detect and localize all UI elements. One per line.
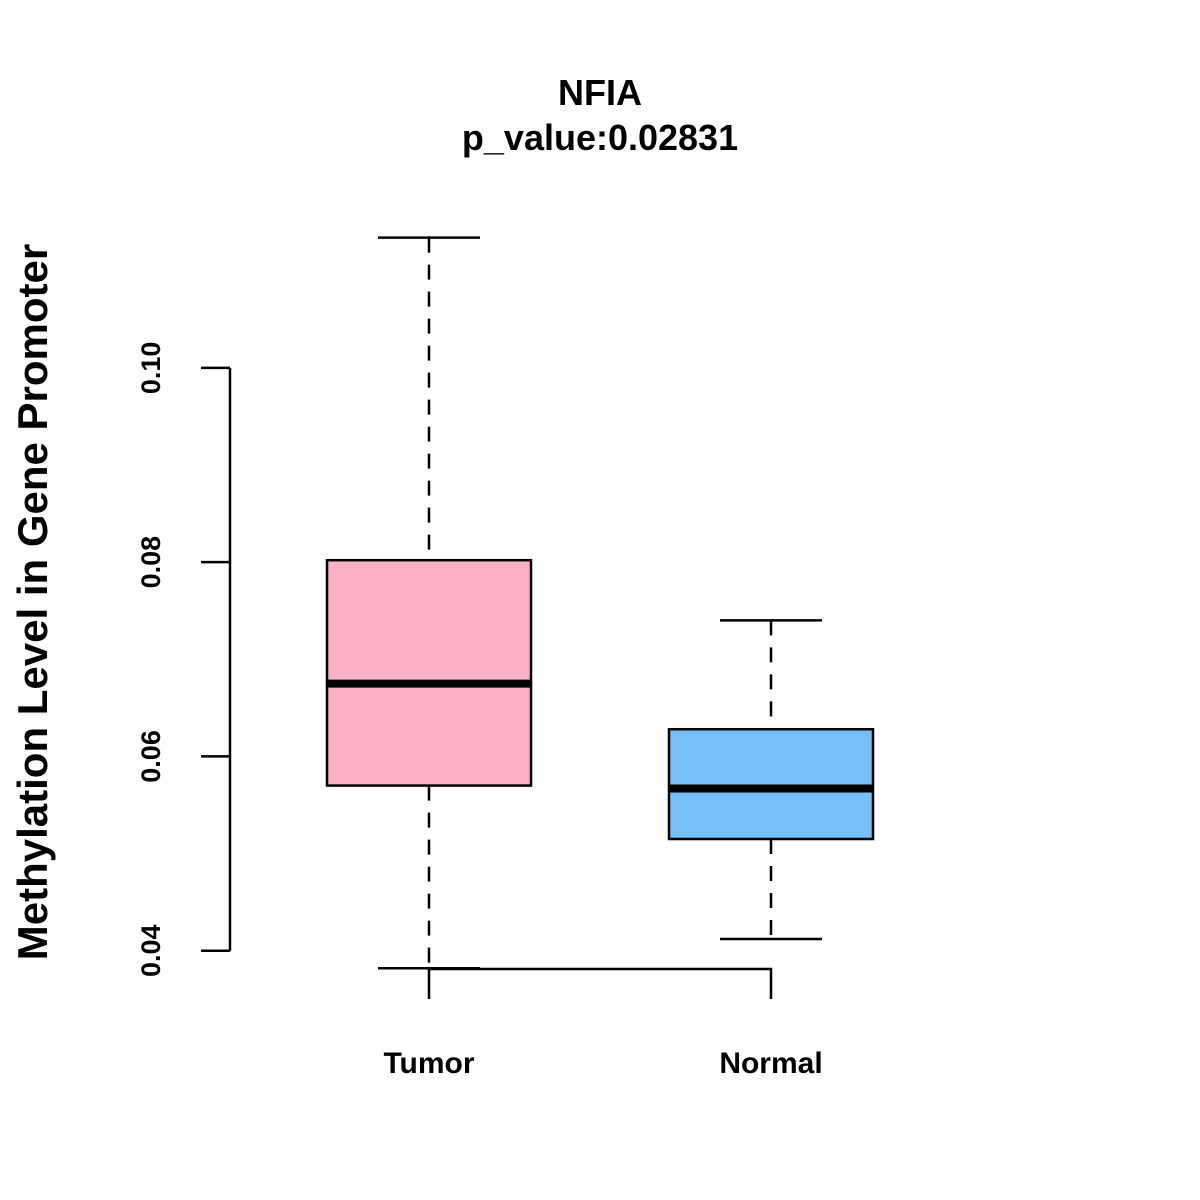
chart-title: NFIA [558, 72, 642, 113]
box-normal [667, 619, 875, 941]
comparison-bracket [427, 967, 773, 999]
category-label-tumor: Tumor [383, 1047, 474, 1080]
y-axis: 0.04 0.06 0.08 0.10 [136, 342, 232, 977]
y-tick-label: 0.06 [136, 730, 166, 783]
box-tumor [325, 236, 533, 970]
box-group [325, 236, 875, 970]
y-axis-label: Methylation Level in Gene Promoter [9, 244, 56, 960]
chart-subtitle-pvalue: p_value:0.02831 [462, 117, 738, 158]
y-tick-label: 0.10 [136, 342, 166, 395]
category-label-normal: Normal [719, 1047, 822, 1080]
y-tick-label: 0.08 [136, 536, 166, 589]
x-axis-category-labels: Tumor Normal [383, 1047, 822, 1080]
iqr-box [667, 727, 875, 841]
y-tick-label: 0.04 [136, 924, 166, 977]
iqr-box [325, 558, 533, 787]
bracket-line [427, 967, 773, 999]
